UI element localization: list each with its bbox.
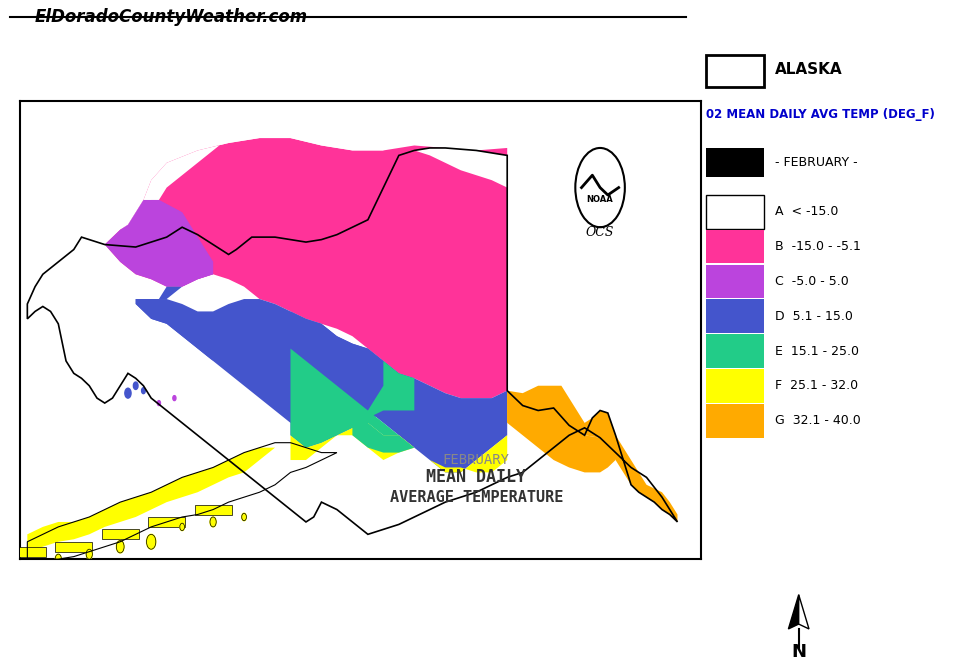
Circle shape — [147, 535, 156, 549]
Bar — [706, 148, 764, 178]
Polygon shape — [290, 312, 508, 473]
Polygon shape — [102, 529, 139, 539]
Polygon shape — [143, 200, 213, 286]
Circle shape — [124, 388, 131, 398]
Polygon shape — [148, 517, 185, 527]
Text: OCS: OCS — [586, 226, 614, 239]
Circle shape — [210, 517, 217, 527]
Circle shape — [117, 541, 124, 553]
Circle shape — [86, 549, 92, 559]
Polygon shape — [508, 385, 585, 435]
Bar — [706, 265, 764, 298]
Polygon shape — [399, 148, 508, 187]
Text: C  -5.0 - 5.0: C -5.0 - 5.0 — [775, 275, 849, 288]
Polygon shape — [135, 286, 228, 374]
Text: D  5.1 - 15.0: D 5.1 - 15.0 — [775, 310, 853, 323]
Text: ElDoradoCountyWeather.com: ElDoradoCountyWeather.com — [34, 7, 308, 26]
Polygon shape — [508, 391, 615, 473]
Text: A  < -15.0: A < -15.0 — [775, 205, 838, 218]
Polygon shape — [121, 125, 383, 230]
Text: MEAN DAILY: MEAN DAILY — [426, 469, 526, 486]
Text: G  32.1 - 40.0: G 32.1 - 40.0 — [775, 414, 860, 427]
Polygon shape — [194, 505, 231, 515]
Polygon shape — [353, 411, 415, 453]
Bar — [706, 300, 764, 333]
Text: B  -15.0 - -5.1: B -15.0 - -5.1 — [775, 240, 860, 253]
Polygon shape — [55, 542, 92, 552]
Polygon shape — [799, 595, 809, 629]
Text: FEBRUARY: FEBRUARY — [443, 453, 510, 467]
Circle shape — [24, 560, 30, 568]
Polygon shape — [290, 423, 508, 473]
Text: F  25.1 - 32.0: F 25.1 - 32.0 — [775, 379, 858, 393]
Bar — [706, 55, 764, 87]
Circle shape — [141, 387, 145, 393]
Circle shape — [158, 401, 161, 405]
Circle shape — [575, 148, 625, 227]
Text: - FEBRUARY -: - FEBRUARY - — [775, 156, 858, 170]
Polygon shape — [290, 348, 399, 447]
Bar — [706, 404, 764, 438]
Polygon shape — [105, 200, 213, 286]
Circle shape — [242, 513, 246, 521]
Bar — [706, 334, 764, 368]
Bar — [706, 369, 764, 403]
Polygon shape — [353, 361, 415, 423]
Text: AVERAGE TEMPERATURE: AVERAGE TEMPERATURE — [390, 490, 563, 505]
Polygon shape — [577, 411, 677, 522]
Circle shape — [172, 395, 176, 401]
Polygon shape — [788, 595, 799, 629]
Text: N: N — [791, 644, 807, 660]
Circle shape — [179, 523, 184, 531]
Bar — [706, 230, 764, 263]
Text: 02 MEAN DAILY AVG TEMP (DEG_F): 02 MEAN DAILY AVG TEMP (DEG_F) — [706, 108, 935, 121]
Circle shape — [55, 554, 62, 564]
Polygon shape — [27, 447, 275, 552]
Bar — [706, 195, 764, 228]
Polygon shape — [135, 299, 415, 447]
Polygon shape — [105, 138, 508, 398]
Text: ALASKA: ALASKA — [775, 63, 843, 77]
Circle shape — [133, 382, 138, 389]
Polygon shape — [9, 546, 46, 556]
Text: NOAA: NOAA — [587, 195, 613, 204]
Text: E  15.1 - 25.0: E 15.1 - 25.0 — [775, 345, 858, 358]
